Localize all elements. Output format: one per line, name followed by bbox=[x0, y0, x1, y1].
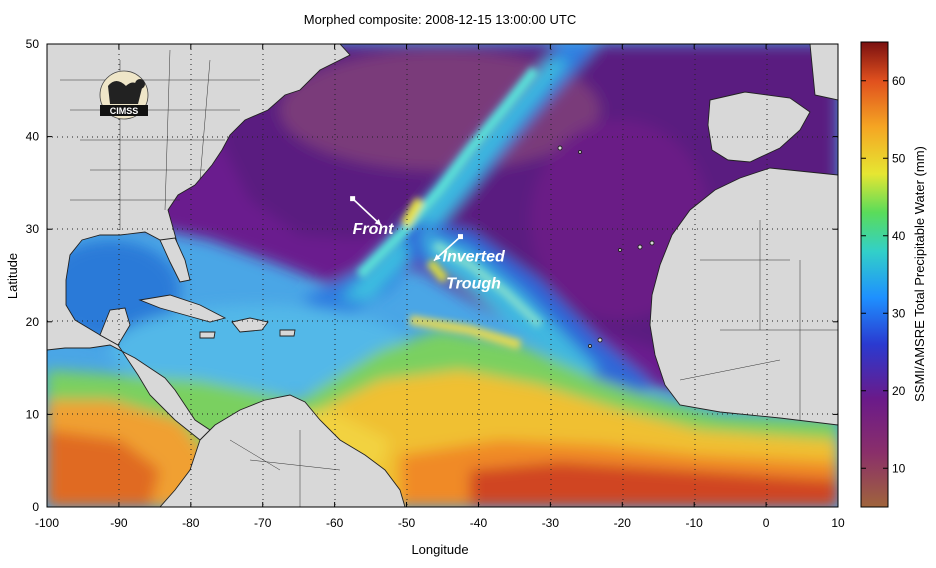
y-axis-title: Latitude bbox=[5, 253, 20, 299]
map-panel: CIMSS Front Inverted Trough bbox=[47, 44, 838, 507]
map-title: Morphed composite: 2008-12-15 13:00:00 U… bbox=[304, 12, 576, 27]
x-tick-label: -10 bbox=[686, 516, 704, 530]
x-tick-label: -100 bbox=[35, 516, 59, 530]
x-tick-label: 10 bbox=[831, 516, 845, 530]
colorbar bbox=[860, 41, 889, 508]
annotation-arrows bbox=[350, 196, 463, 262]
north-america bbox=[47, 44, 351, 441]
colorbar-tick-label: 20 bbox=[892, 384, 906, 398]
colorbar-tick-label: 10 bbox=[892, 461, 906, 475]
annotation-label: Inverted bbox=[443, 249, 506, 266]
south-america bbox=[159, 394, 406, 507]
annotation-label: Front bbox=[353, 221, 395, 238]
x-tick-label: -60 bbox=[326, 516, 344, 530]
trough-arrow bbox=[433, 234, 463, 262]
logo-text: CIMSS bbox=[110, 106, 139, 116]
y-tick-label: 40 bbox=[26, 130, 40, 144]
colorbar-tick-label: 40 bbox=[892, 229, 906, 243]
annotation-labels: Front Inverted Trough bbox=[353, 221, 506, 293]
political-borders bbox=[60, 49, 838, 507]
colorbar-tick-label: 50 bbox=[892, 151, 906, 165]
moisture-detail bbox=[356, 66, 544, 350]
yucatan bbox=[99, 307, 131, 346]
y-axis-ticks: 0 10 20 30 40 50 bbox=[26, 37, 838, 514]
land-masses bbox=[47, 44, 838, 507]
colorbar-tick-label: 30 bbox=[892, 306, 906, 320]
x-tick-label: -50 bbox=[398, 516, 416, 530]
x-tick-label: -90 bbox=[110, 516, 128, 530]
puerto-rico bbox=[279, 329, 296, 337]
cimss-logo: CIMSS bbox=[99, 70, 149, 120]
florida bbox=[159, 237, 191, 283]
x-axis-ticks: -100 -90 -80 -70 -60 -50 -40 -30 -20 -10 0 10 bbox=[35, 44, 845, 530]
africa bbox=[649, 167, 838, 426]
colorbar-ticks: 10 20 30 40 50 60 bbox=[861, 74, 906, 475]
y-tick-label: 20 bbox=[26, 315, 40, 329]
x-axis-title: Longitude bbox=[411, 542, 468, 557]
x-tick-label: -70 bbox=[254, 516, 272, 530]
y-tick-label: 50 bbox=[26, 37, 40, 51]
x-tick-label: -80 bbox=[182, 516, 200, 530]
iberia bbox=[707, 91, 811, 163]
colorbar-title: SSMI/AMSRE Total Precipitable Water (mm) bbox=[912, 146, 927, 402]
jamaica bbox=[199, 331, 216, 339]
y-tick-label: 10 bbox=[26, 407, 40, 421]
colorbar-tick-label: 60 bbox=[892, 74, 906, 88]
x-tick-label: -20 bbox=[614, 516, 632, 530]
europe-corner bbox=[809, 44, 838, 101]
y-tick-label: 30 bbox=[26, 222, 40, 236]
hispaniola bbox=[231, 317, 269, 333]
graticule bbox=[47, 44, 838, 507]
x-tick-label: 0 bbox=[763, 516, 770, 530]
y-tick-label: 0 bbox=[32, 500, 39, 514]
annotation-label: Trough bbox=[446, 275, 501, 292]
map-frame bbox=[46, 43, 839, 508]
front-arrow bbox=[350, 196, 382, 227]
x-tick-label: -40 bbox=[470, 516, 488, 530]
cuba bbox=[138, 294, 227, 323]
x-tick-label: -30 bbox=[542, 516, 560, 530]
